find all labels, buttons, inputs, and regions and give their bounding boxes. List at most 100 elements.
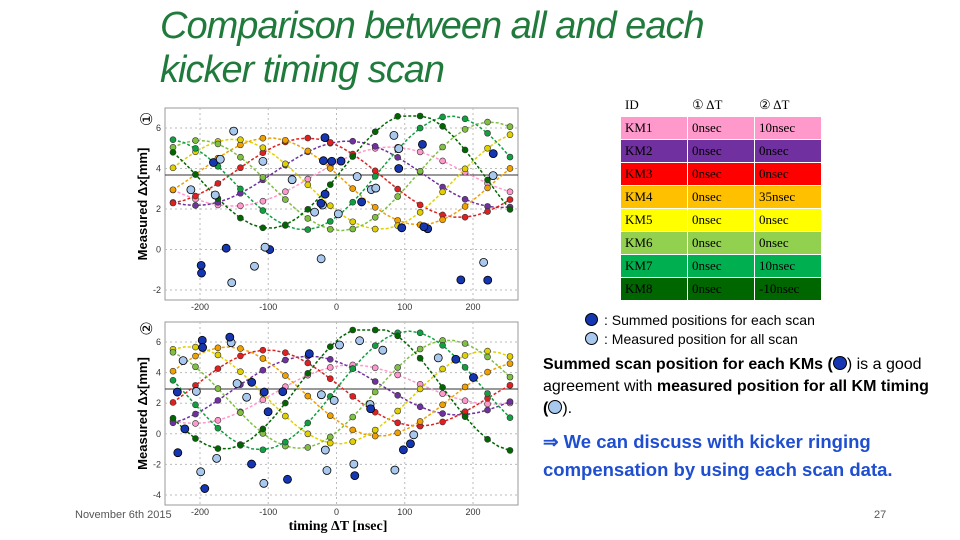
- summed-point: [316, 198, 326, 208]
- point: [237, 136, 244, 144]
- x-tick-label: 200: [465, 302, 480, 312]
- summed-point: [260, 242, 270, 252]
- point: [326, 364, 334, 371]
- summed-point: [394, 164, 404, 173]
- point: [349, 185, 357, 192]
- summed-point: [394, 144, 404, 153]
- point: [371, 128, 379, 136]
- point: [237, 352, 244, 360]
- point: [506, 381, 514, 389]
- point: [506, 206, 514, 213]
- summed-point: [316, 390, 326, 400]
- point: [237, 185, 244, 193]
- table-cell: 0nsec: [687, 254, 755, 278]
- summed-point: [333, 209, 343, 219]
- point: [192, 343, 199, 351]
- point: [192, 202, 199, 209]
- summed-point: [483, 275, 493, 285]
- y-tick-label: 6: [156, 337, 161, 347]
- point: [237, 164, 244, 172]
- point: [304, 430, 312, 438]
- point: [237, 368, 244, 376]
- point: [192, 352, 199, 360]
- point: [506, 123, 514, 131]
- table-cell: -10nsec: [754, 277, 822, 301]
- header-row: ID ① ΔT ② ΔT: [620, 93, 822, 117]
- summed-point: [178, 356, 188, 366]
- point: [326, 218, 334, 225]
- legend-item: : Measured position for all scan: [585, 330, 815, 349]
- curve: [172, 115, 511, 229]
- point: [304, 370, 312, 377]
- point: [484, 176, 491, 184]
- point: [439, 418, 446, 426]
- point: [506, 447, 514, 454]
- summed-point: [197, 268, 206, 278]
- point: [214, 445, 222, 452]
- summed-point: [198, 343, 207, 352]
- point: [461, 115, 469, 123]
- text: ) is a good agreement with: [543, 356, 922, 395]
- table-cell: 0nsec: [687, 116, 755, 140]
- point: [439, 143, 446, 151]
- point: [169, 367, 177, 375]
- point: [304, 181, 312, 189]
- table-cell: 0nsec: [687, 139, 755, 163]
- point: [371, 225, 379, 233]
- summed-point: [397, 223, 407, 233]
- point: [282, 399, 289, 407]
- point: [214, 180, 222, 187]
- curve: [172, 137, 511, 226]
- table-row: KM8 0nsec -10nsec: [620, 277, 822, 301]
- summed-point: [200, 484, 210, 493]
- point: [169, 399, 177, 406]
- curve: [172, 346, 511, 437]
- point: [439, 122, 446, 130]
- table-cell: 0nsec: [687, 185, 755, 209]
- point: [461, 195, 469, 203]
- summed-point: [283, 474, 292, 484]
- point: [304, 175, 312, 183]
- point: [394, 332, 401, 340]
- point: [461, 383, 469, 391]
- point: [484, 144, 491, 152]
- point: [461, 352, 469, 359]
- point: [192, 137, 199, 144]
- table-row: KM6 0nsec 0nsec: [620, 231, 822, 255]
- point: [326, 181, 334, 188]
- point: [304, 134, 312, 142]
- point: [416, 385, 424, 393]
- point: [326, 139, 334, 146]
- point: [394, 364, 401, 371]
- point: [259, 346, 267, 354]
- y-tick-label: -4: [153, 490, 161, 500]
- point: [326, 165, 334, 172]
- table-cell: KM8: [620, 277, 688, 301]
- point: [506, 360, 514, 367]
- conclusion: ⇒ We can discuss with kicker ringing com…: [543, 431, 893, 480]
- table-cell: 0nsec: [754, 231, 822, 255]
- point: [439, 157, 446, 165]
- summed-point: [316, 254, 326, 264]
- summed-point: [319, 156, 328, 166]
- table-cell: 0nsec: [754, 139, 822, 163]
- point: [259, 224, 267, 232]
- point: [371, 342, 379, 350]
- point: [484, 118, 491, 126]
- x-tick-label: -100: [259, 507, 277, 517]
- point: [304, 147, 312, 155]
- point: [371, 142, 379, 150]
- point: [282, 412, 289, 420]
- point: [326, 356, 334, 363]
- y-tick-label: 2: [156, 398, 161, 408]
- point: [349, 153, 357, 160]
- point: [259, 396, 267, 404]
- point: [214, 140, 222, 148]
- point: [282, 188, 289, 195]
- y-tick-label: 0: [156, 429, 161, 439]
- point: [259, 134, 267, 142]
- point: [349, 413, 357, 421]
- point: [169, 164, 177, 172]
- summed-point: [263, 407, 273, 417]
- curve: [172, 329, 511, 452]
